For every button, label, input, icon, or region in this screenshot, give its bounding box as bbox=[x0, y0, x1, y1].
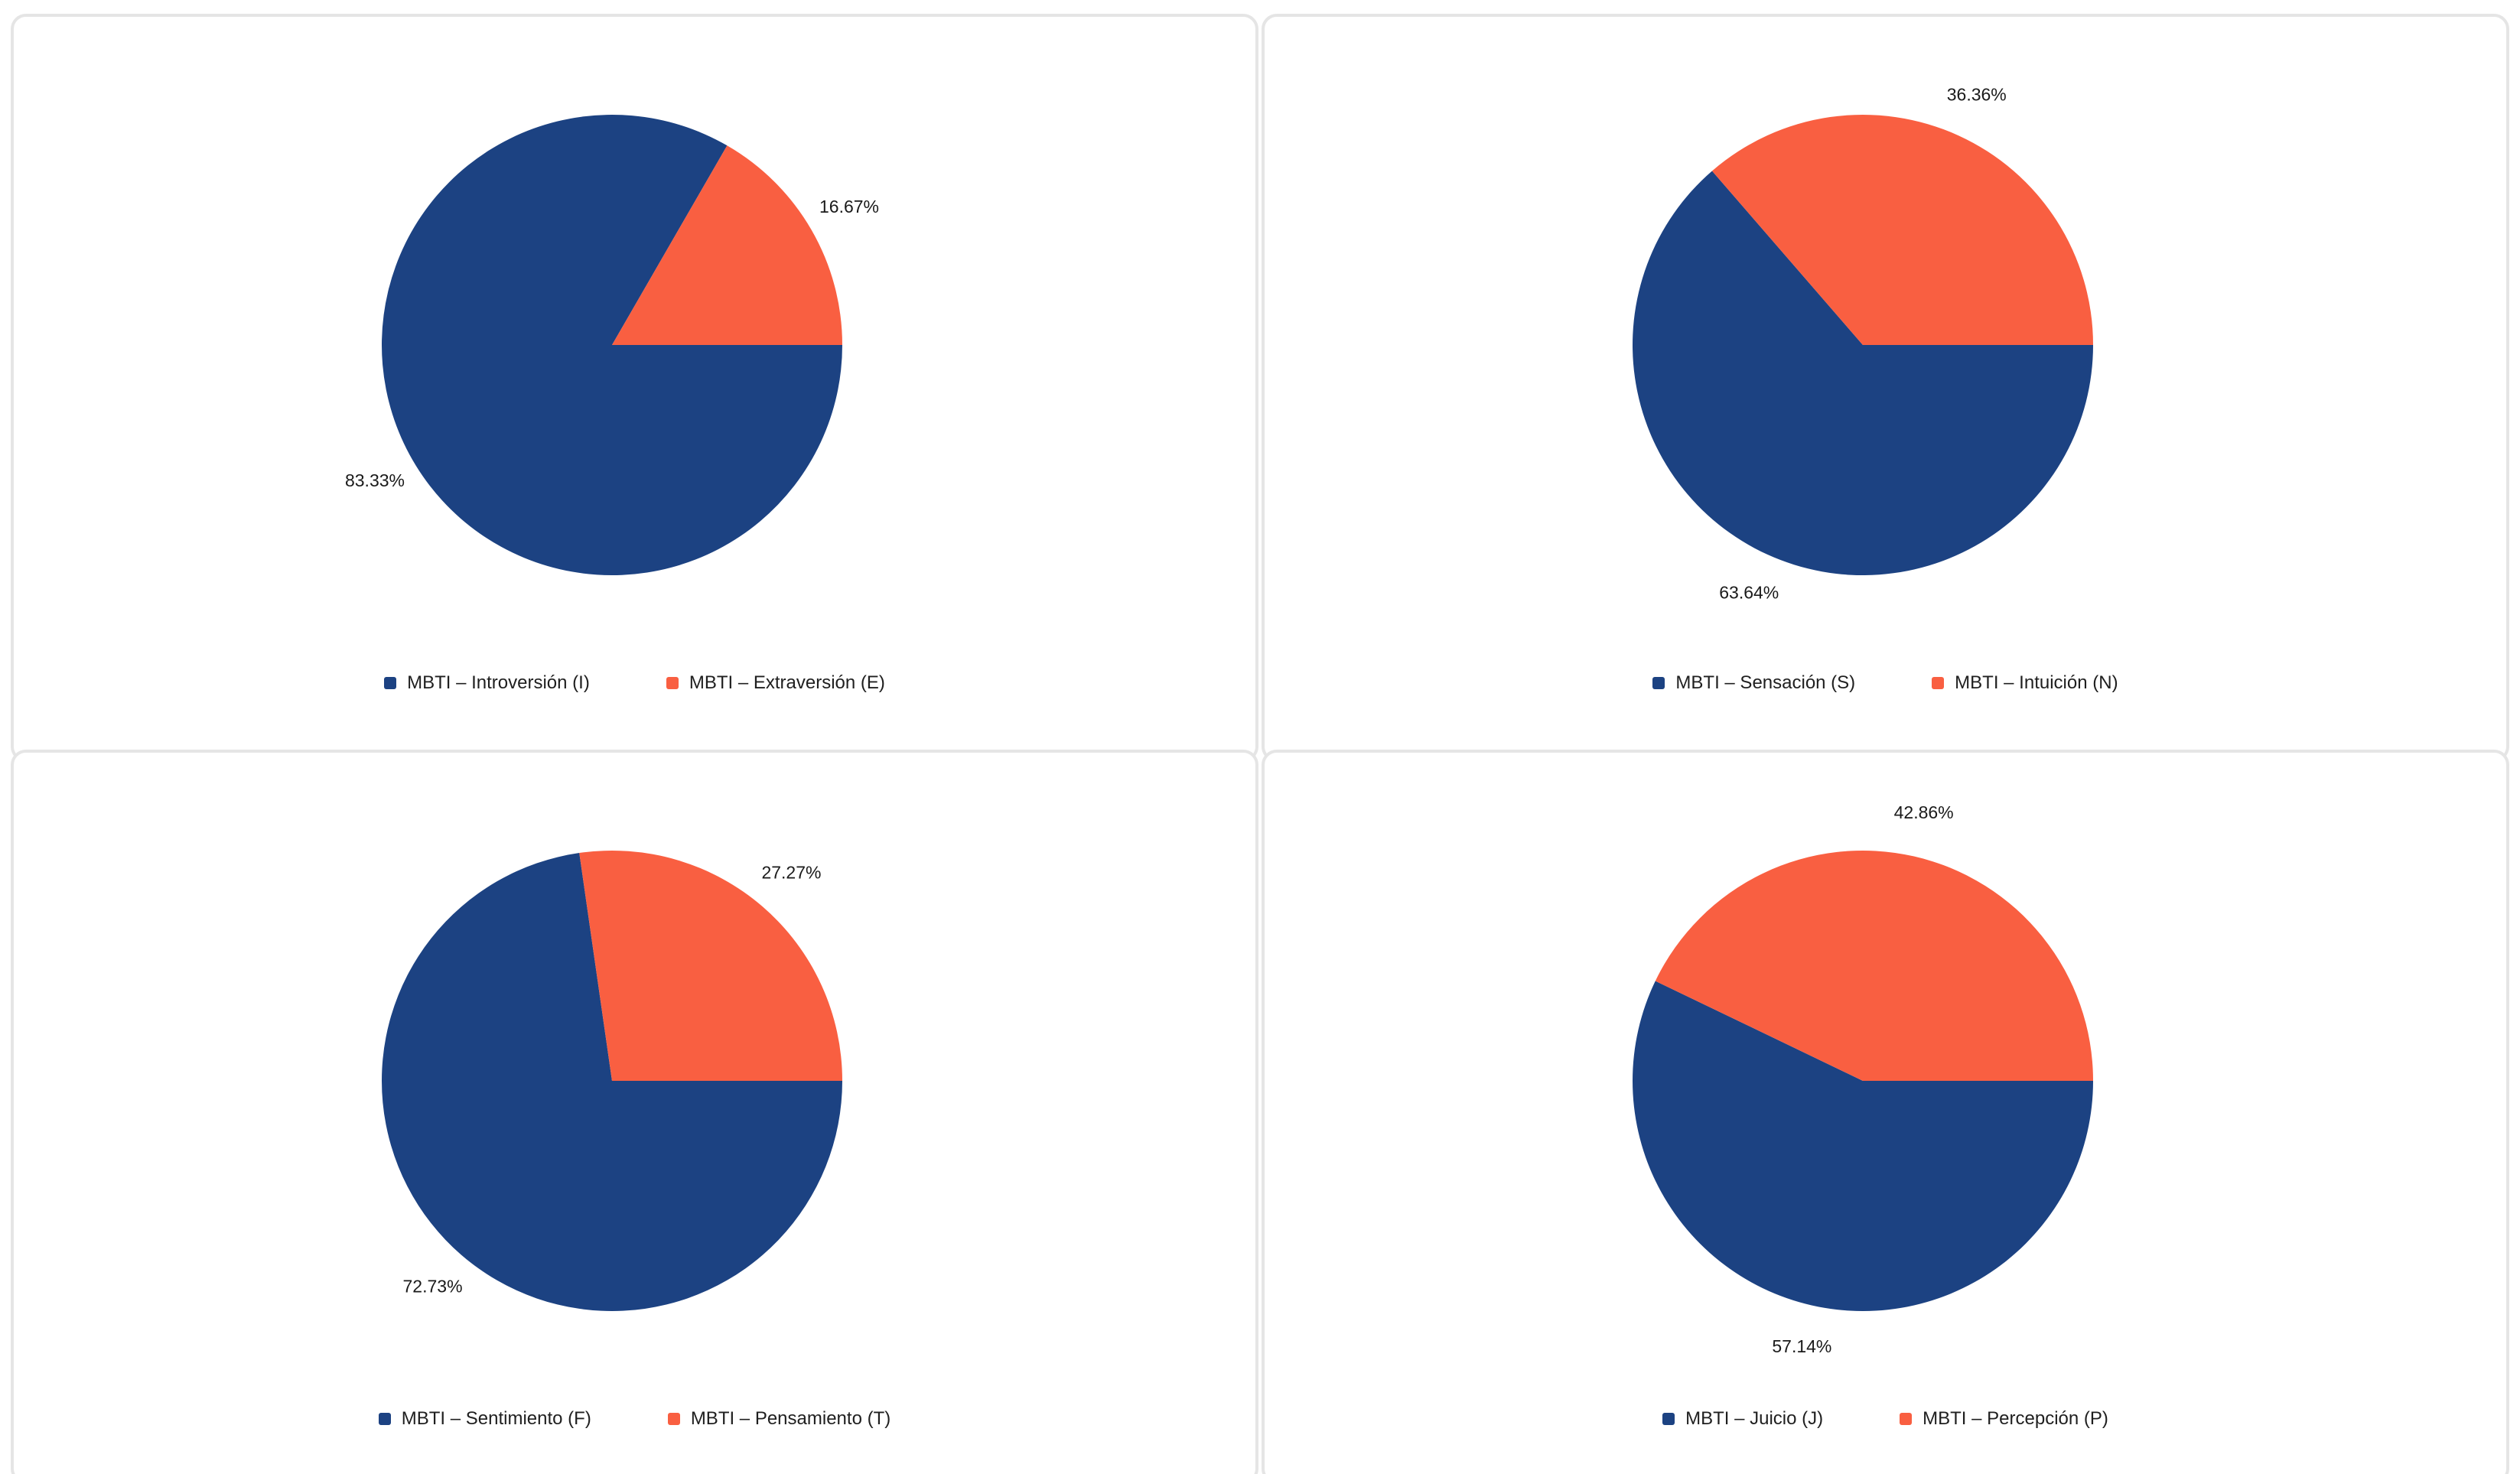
chart-legend: MBTI – Sentimiento (F) MBTI – Pensamient… bbox=[14, 1408, 1255, 1430]
legend-item-percepcion[interactable]: MBTI – Percepción (P) bbox=[1900, 1408, 2108, 1430]
legend-label: MBTI – Juicio (J) bbox=[1685, 1408, 1824, 1429]
pie-slice[interactable] bbox=[579, 851, 842, 1081]
pie-slice[interactable] bbox=[1655, 851, 2093, 1081]
pie-chart: 72.73% 27.27% bbox=[381, 851, 842, 1311]
chart-legend: MBTI – Introversión (I) MBTI – Extravers… bbox=[14, 672, 1255, 694]
legend-item-intuicion[interactable]: MBTI – Intuición (N) bbox=[1932, 672, 2118, 694]
data-label: 42.86% bbox=[1894, 802, 1954, 822]
legend-swatch bbox=[384, 677, 397, 689]
pie-slice[interactable] bbox=[1711, 115, 2093, 345]
legend-swatch bbox=[1652, 677, 1665, 689]
data-label: 36.36% bbox=[1947, 84, 2007, 104]
chart-legend: MBTI – Juicio (J) MBTI – Percepción (P) bbox=[1265, 1408, 2506, 1430]
legend-label: MBTI – Percepción (P) bbox=[1923, 1408, 2108, 1429]
data-label: 57.14% bbox=[1772, 1336, 1831, 1356]
pie-slice[interactable] bbox=[381, 114, 842, 575]
legend-swatch bbox=[1900, 1413, 1913, 1425]
legend-item-pensamiento[interactable]: MBTI – Pensamiento (T) bbox=[667, 1408, 891, 1430]
pie-chart-card-sentimiento-pensamiento: 72.73% 27.27% MBTI – Sentimiento (F) MBTI… bbox=[11, 750, 1258, 1474]
data-label: 27.27% bbox=[761, 863, 821, 883]
legend-label: MBTI – Extraversión (E) bbox=[689, 672, 885, 693]
pie-slice[interactable] bbox=[1633, 171, 2093, 576]
pie-slice[interactable] bbox=[381, 853, 842, 1311]
legend-item-introversion[interactable]: MBTI – Introversión (I) bbox=[384, 672, 590, 694]
pie-slice[interactable] bbox=[612, 145, 842, 345]
pie-chart-card-sensacion-intuicion: 63.64% 36.36% MBTI – Sensación (S) MBTI –… bbox=[1262, 14, 2509, 762]
pie-chart-card-juicio-percepcion: 57.14% 42.86% MBTI – Juicio (J) MBTI – Pe… bbox=[1262, 750, 2509, 1474]
legend-label: MBTI – Intuición (N) bbox=[1955, 672, 2118, 693]
data-label: 16.67% bbox=[819, 197, 879, 216]
legend-item-sentimiento[interactable]: MBTI – Sentimiento (F) bbox=[378, 1408, 591, 1430]
legend-label: MBTI – Sentimiento (F) bbox=[401, 1408, 591, 1429]
legend-swatch bbox=[378, 1413, 391, 1425]
legend-swatch bbox=[1932, 677, 1945, 689]
legend-label: MBTI – Pensamiento (T) bbox=[690, 1408, 891, 1429]
pie-chart: 63.64% 36.36% bbox=[1633, 84, 2093, 603]
legend-item-extraversion[interactable]: MBTI – Extraversión (E) bbox=[666, 672, 885, 694]
legend-swatch bbox=[1662, 1413, 1675, 1425]
legend-label: MBTI – Introversión (I) bbox=[407, 672, 590, 693]
data-label: 63.64% bbox=[1719, 583, 1779, 603]
pie-chart: 83.33% 16.67% bbox=[345, 114, 879, 575]
pie-slice[interactable] bbox=[1633, 981, 2093, 1311]
legend-item-juicio[interactable]: MBTI – Juicio (J) bbox=[1662, 1408, 1823, 1430]
legend-label: MBTI – Sensación (S) bbox=[1675, 672, 1856, 693]
chart-legend: MBTI – Sensación (S) MBTI – Intuición (N… bbox=[1265, 672, 2506, 694]
data-label: 72.73% bbox=[403, 1277, 463, 1297]
pie-chart: 57.14% 42.86% bbox=[1633, 802, 2093, 1356]
legend-swatch bbox=[666, 677, 679, 689]
legend-swatch bbox=[667, 1413, 680, 1425]
data-label: 83.33% bbox=[345, 470, 405, 490]
pie-chart-card-introversion-extraversion: 83.33% 16.67% MBTI – Introversión (I) MBT… bbox=[11, 14, 1258, 762]
legend-item-sensacion[interactable]: MBTI – Sensación (S) bbox=[1652, 672, 1855, 694]
